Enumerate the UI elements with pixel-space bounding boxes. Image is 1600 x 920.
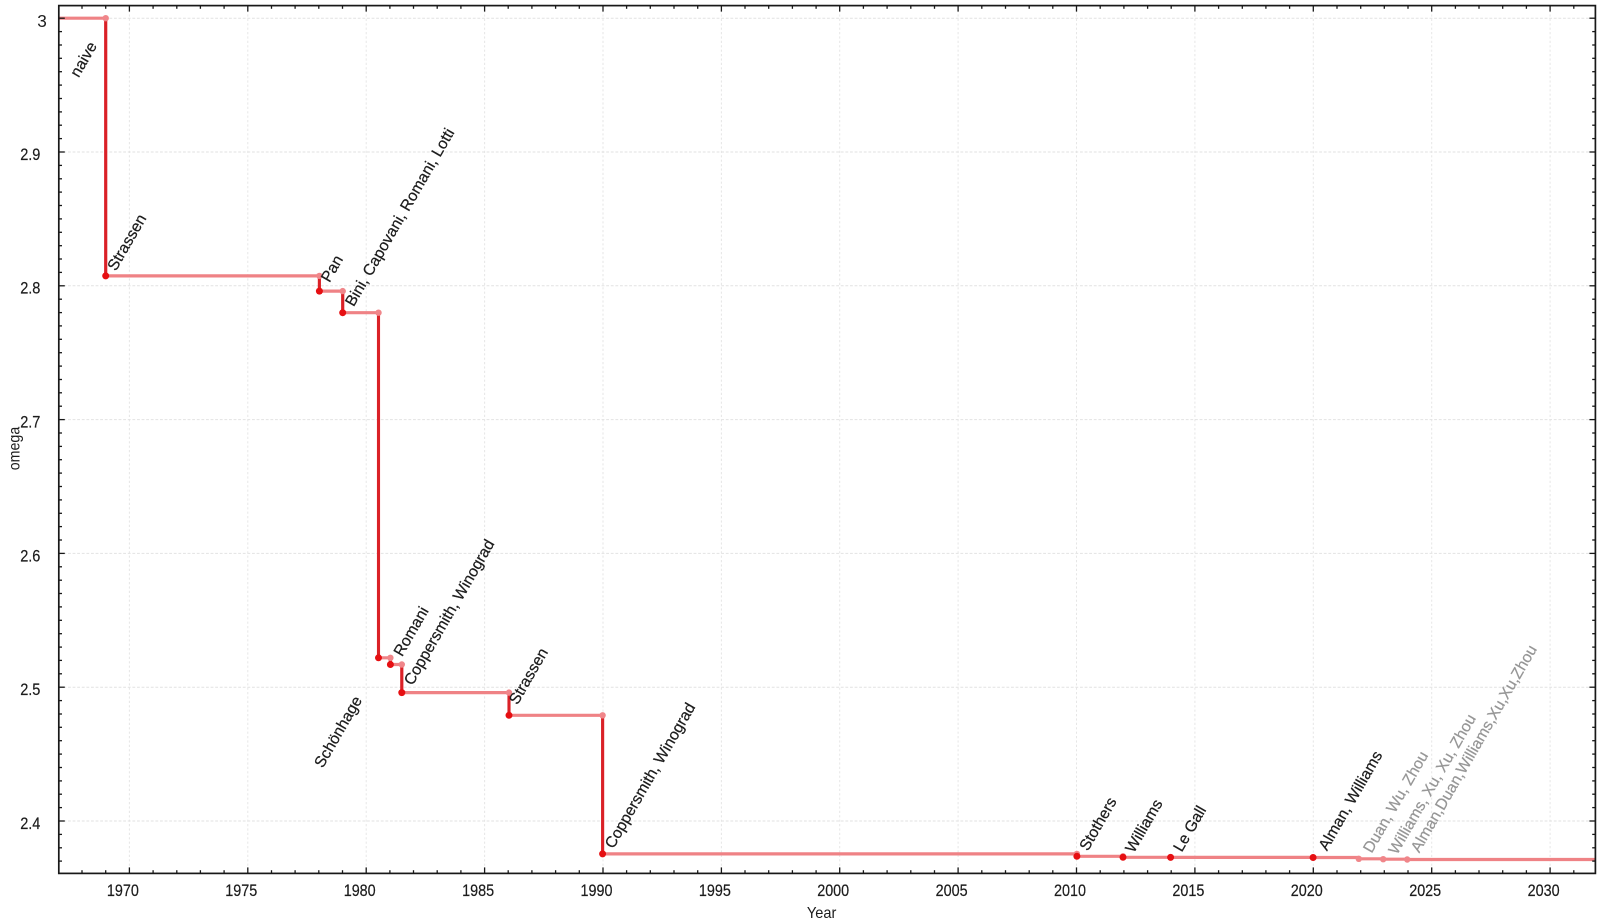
svg-text:2025: 2025 <box>1409 881 1441 900</box>
svg-text:2005: 2005 <box>936 881 968 900</box>
svg-text:2020: 2020 <box>1291 881 1323 900</box>
svg-text:2030: 2030 <box>1528 881 1560 900</box>
svg-text:3: 3 <box>37 11 47 31</box>
svg-text:1980: 1980 <box>344 881 376 900</box>
svg-text:1990: 1990 <box>581 881 613 900</box>
svg-text:2000: 2000 <box>817 881 849 900</box>
svg-text:2.5: 2.5 <box>20 680 40 699</box>
svg-text:2015: 2015 <box>1172 881 1204 900</box>
svg-text:2.9: 2.9 <box>20 145 40 164</box>
svg-text:2010: 2010 <box>1054 881 1086 900</box>
svg-text:Year: Year <box>807 905 837 920</box>
svg-text:omega: omega <box>7 426 24 470</box>
svg-text:1970: 1970 <box>107 881 139 900</box>
svg-text:2.8: 2.8 <box>20 279 40 298</box>
svg-text:1975: 1975 <box>225 881 257 900</box>
svg-text:1985: 1985 <box>462 881 494 900</box>
svg-text:2.6: 2.6 <box>20 546 40 565</box>
svg-text:1995: 1995 <box>699 881 731 900</box>
svg-text:2.7: 2.7 <box>20 413 40 432</box>
svg-text:2.4: 2.4 <box>20 814 40 833</box>
